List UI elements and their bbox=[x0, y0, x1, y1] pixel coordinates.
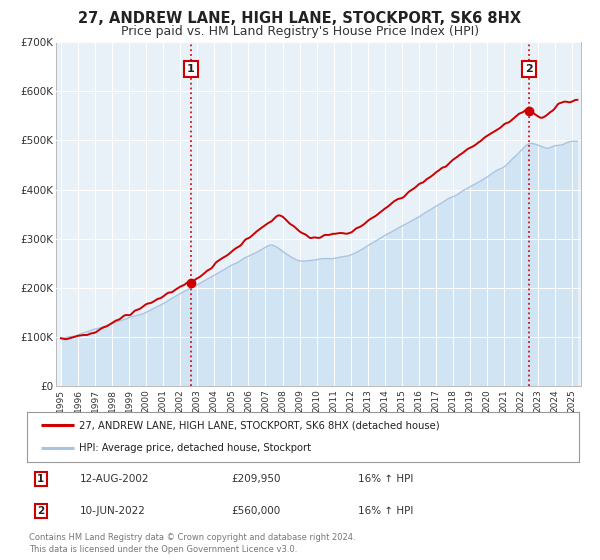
Text: 16% ↑ HPI: 16% ↑ HPI bbox=[358, 506, 413, 516]
Text: HPI: Average price, detached house, Stockport: HPI: Average price, detached house, Stoc… bbox=[79, 444, 311, 454]
Text: Contains HM Land Registry data © Crown copyright and database right 2024.
This d: Contains HM Land Registry data © Crown c… bbox=[29, 533, 355, 554]
Text: £560,000: £560,000 bbox=[231, 506, 280, 516]
Text: 2: 2 bbox=[525, 64, 533, 74]
Text: Price paid vs. HM Land Registry's House Price Index (HPI): Price paid vs. HM Land Registry's House … bbox=[121, 25, 479, 38]
Text: 1: 1 bbox=[37, 474, 44, 484]
Text: 1: 1 bbox=[187, 64, 194, 74]
Text: 2: 2 bbox=[37, 506, 44, 516]
Text: £209,950: £209,950 bbox=[231, 474, 281, 484]
Text: 16% ↑ HPI: 16% ↑ HPI bbox=[358, 474, 413, 484]
Text: 27, ANDREW LANE, HIGH LANE, STOCKPORT, SK6 8HX (detached house): 27, ANDREW LANE, HIGH LANE, STOCKPORT, S… bbox=[79, 420, 440, 430]
Text: 12-AUG-2002: 12-AUG-2002 bbox=[79, 474, 149, 484]
Text: 27, ANDREW LANE, HIGH LANE, STOCKPORT, SK6 8HX: 27, ANDREW LANE, HIGH LANE, STOCKPORT, S… bbox=[79, 11, 521, 26]
Text: 10-JUN-2022: 10-JUN-2022 bbox=[79, 506, 145, 516]
